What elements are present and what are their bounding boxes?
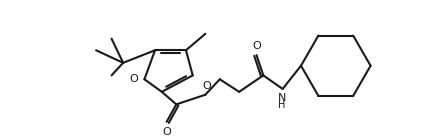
Text: H: H <box>278 99 285 110</box>
Text: N: N <box>277 93 286 103</box>
Text: O: O <box>129 74 138 84</box>
Text: O: O <box>162 127 171 137</box>
Text: O: O <box>202 81 211 91</box>
Text: O: O <box>252 41 261 51</box>
